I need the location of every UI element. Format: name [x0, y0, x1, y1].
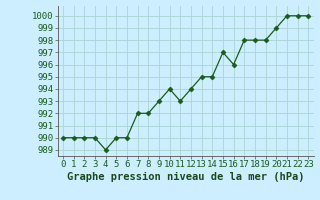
X-axis label: Graphe pression niveau de la mer (hPa): Graphe pression niveau de la mer (hPa): [67, 172, 304, 182]
